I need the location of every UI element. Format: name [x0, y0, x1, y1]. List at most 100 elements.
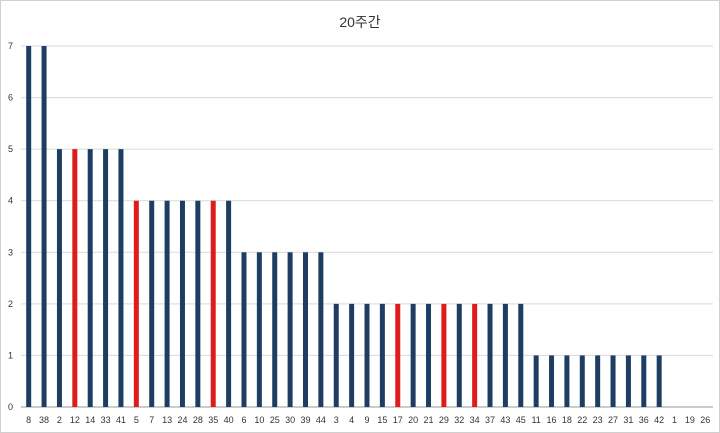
bar-20 — [410, 303, 416, 407]
bar-33 — [103, 149, 109, 407]
x-tick-label: 3 — [334, 415, 339, 425]
bar-28 — [195, 200, 201, 407]
bar-34 — [472, 303, 478, 407]
bar-45 — [518, 303, 524, 407]
y-tick-label: 7 — [8, 41, 13, 51]
x-tick-label: 29 — [439, 415, 449, 425]
x-tick-label: 40 — [224, 415, 234, 425]
bar-27 — [610, 355, 616, 407]
bar-37 — [487, 303, 493, 407]
x-tick-label: 43 — [500, 415, 510, 425]
x-tick-label: 44 — [316, 415, 326, 425]
x-tick-label: 28 — [193, 415, 203, 425]
bar-43 — [502, 303, 508, 407]
x-tick-label: 35 — [208, 415, 218, 425]
x-tick-label: 25 — [270, 415, 280, 425]
x-tick-label: 21 — [424, 415, 434, 425]
bar-8 — [26, 46, 32, 407]
bar-15 — [379, 303, 385, 407]
x-tick-label: 20 — [408, 415, 418, 425]
chart-title: 20주간 — [339, 14, 380, 30]
x-tick-label: 22 — [577, 415, 587, 425]
x-axis-ticks: 8 38 2 12 14 33 41 5 7 13 24 28 35 40 6 10 25 30 39 44 3 4 9 15… — [26, 415, 710, 425]
x-tick-label: 41 — [116, 415, 126, 425]
x-tick-label: 6 — [241, 415, 246, 425]
bar-24 — [179, 200, 185, 407]
x-tick-label: 27 — [608, 415, 618, 425]
x-tick-label: 10 — [254, 415, 264, 425]
bar-6 — [241, 252, 247, 407]
x-tick-label: 34 — [470, 415, 480, 425]
bar-22 — [579, 355, 585, 407]
bar-18 — [564, 355, 570, 407]
bar-23 — [595, 355, 601, 407]
x-tick-label: 11 — [531, 415, 540, 425]
x-tick-label: 26 — [700, 415, 710, 425]
bar-36 — [641, 355, 647, 407]
bar-42 — [656, 355, 662, 407]
bar-31 — [625, 355, 631, 407]
y-tick-label: 6 — [8, 93, 13, 103]
bar-11 — [533, 355, 539, 407]
bar-39 — [302, 252, 308, 407]
x-tick-label: 42 — [654, 415, 664, 425]
y-tick-label: 5 — [8, 144, 13, 154]
y-tick-label: 0 — [8, 402, 13, 412]
bar-12 — [72, 149, 78, 407]
bars — [26, 46, 662, 407]
bar-29 — [441, 303, 447, 407]
x-tick-label: 4 — [349, 415, 354, 425]
x-tick-label: 19 — [685, 415, 695, 425]
bar-16 — [549, 355, 555, 407]
x-tick-label: 38 — [39, 415, 49, 425]
y-tick-label: 4 — [8, 196, 13, 206]
x-tick-label: 31 — [623, 415, 633, 425]
x-tick-label: 36 — [639, 415, 649, 425]
bar-4 — [349, 303, 355, 407]
y-axis-ticks: 0 1 2 3 4 5 6 7 — [8, 41, 13, 412]
x-tick-label: 37 — [485, 415, 495, 425]
bar-38 — [41, 46, 47, 407]
y-tick-label: 2 — [8, 299, 13, 309]
x-tick-label: 32 — [454, 415, 464, 425]
bar-17 — [395, 303, 401, 407]
x-tick-label: 13 — [162, 415, 172, 425]
y-tick-label: 1 — [8, 350, 13, 360]
bar-41 — [118, 149, 124, 407]
bar-35 — [210, 200, 216, 407]
x-tick-label: 1 — [672, 415, 677, 425]
bar-44 — [318, 252, 324, 407]
bar-7 — [149, 200, 155, 407]
x-tick-label: 30 — [285, 415, 295, 425]
x-tick-label: 14 — [85, 415, 95, 425]
y-tick-label: 3 — [8, 247, 13, 257]
x-tick-label: 39 — [300, 415, 310, 425]
bar-9 — [364, 303, 370, 407]
x-tick-label: 17 — [393, 415, 403, 425]
bar-5 — [133, 200, 139, 407]
bar-2 — [56, 149, 62, 407]
bar-21 — [426, 303, 432, 407]
x-tick-label: 33 — [101, 415, 111, 425]
bar-3 — [333, 303, 339, 407]
x-tick-label: 12 — [70, 415, 80, 425]
x-tick-label: 45 — [516, 415, 526, 425]
x-tick-label: 24 — [177, 415, 187, 425]
bar-13 — [164, 200, 170, 407]
x-tick-label: 8 — [26, 415, 31, 425]
bar-30 — [287, 252, 293, 407]
bar-10 — [256, 252, 262, 407]
x-tick-label: 5 — [134, 415, 139, 425]
x-tick-label: 7 — [149, 415, 154, 425]
x-tick-label: 9 — [364, 415, 369, 425]
bar-32 — [456, 303, 462, 407]
x-tick-label: 16 — [547, 415, 557, 425]
x-tick-label: 18 — [562, 415, 572, 425]
x-tick-label: 2 — [57, 415, 62, 425]
bar-25 — [272, 252, 278, 407]
x-tick-label: 15 — [377, 415, 387, 425]
bar-14 — [87, 149, 93, 407]
x-tick-label: 23 — [593, 415, 603, 425]
